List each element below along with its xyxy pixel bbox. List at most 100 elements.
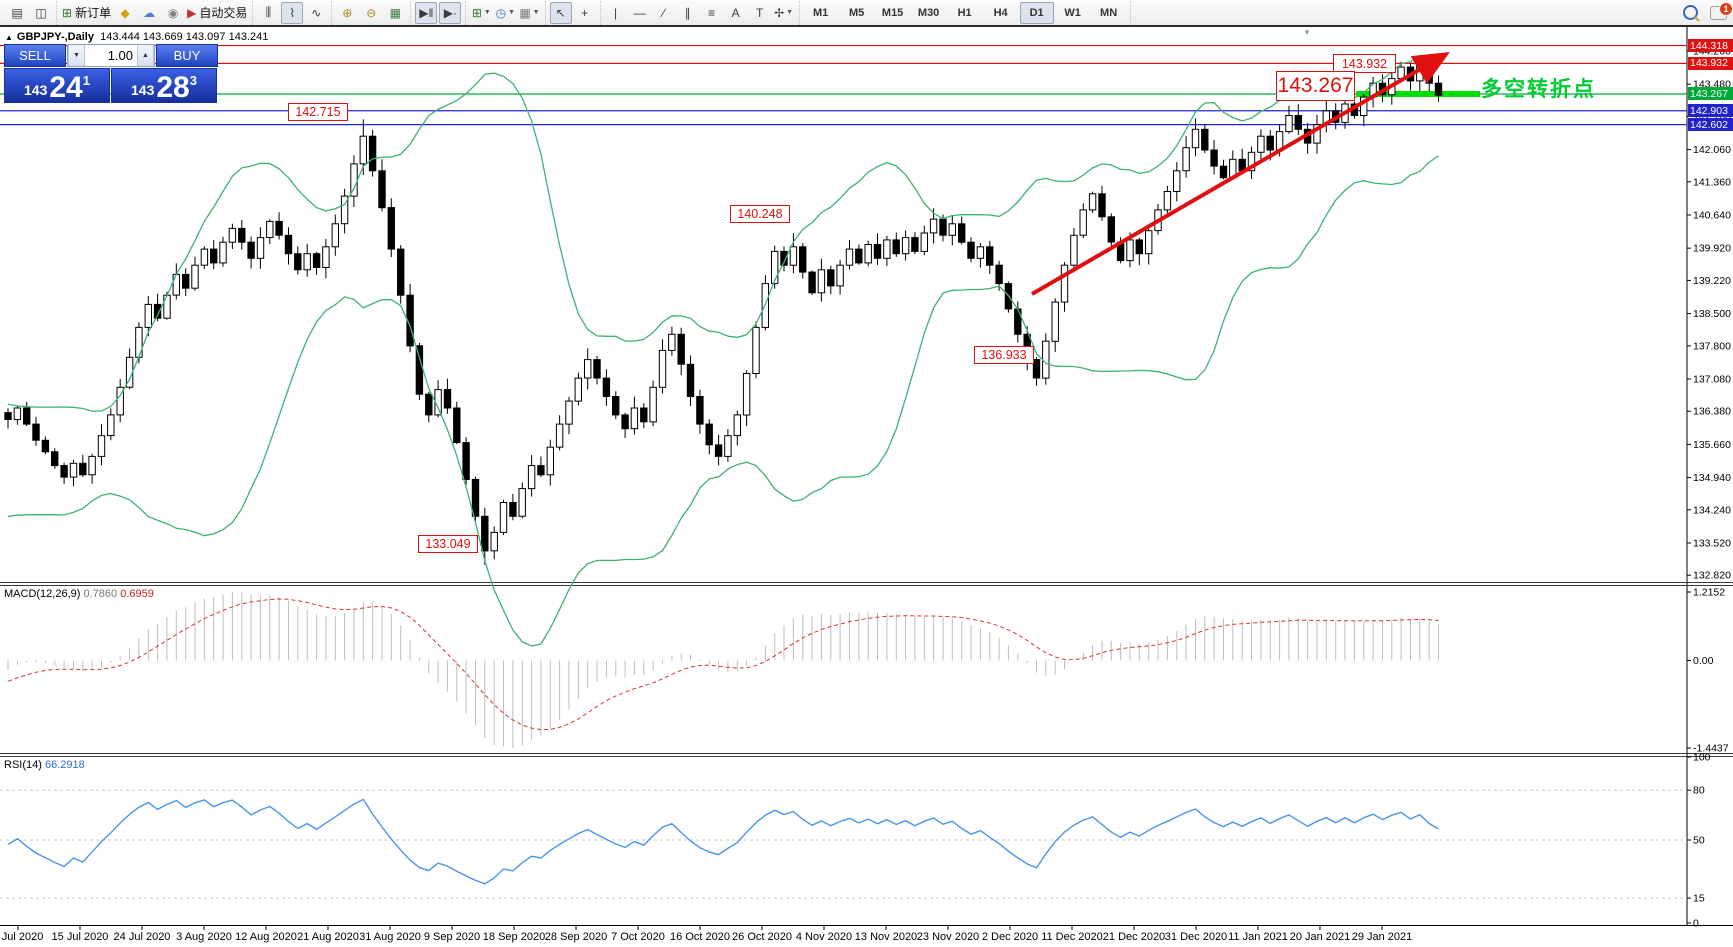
tf-m30-button[interactable]: M30 [917,6,940,19]
chart-shift-marker-icon[interactable]: ▼ [1303,28,1311,37]
time-axis-label: 12 Aug 2020 [235,931,297,943]
volume-input[interactable]: 1.00 [107,48,133,63]
shapes-icon[interactable]: ✢ ▼ [774,5,794,20]
toolbar-group: ↖ + [546,0,601,25]
tf-m5-button[interactable]: M5 [848,6,865,19]
tile-windows-icon[interactable]: ▦ [389,5,401,20]
sell-price-big-figure: 143 [24,82,48,98]
equidistant-channel-icon[interactable]: ∥ [684,5,691,20]
fibonacci-icon[interactable]: ≡ [708,5,716,20]
price-level-badge: 142.602 [1688,118,1733,132]
indicators-icon[interactable]: ⊞ ▼ [471,5,491,20]
indicators-dropdown-arrow[interactable]: ▼ [483,9,491,16]
time-axis-label: 9 Sep 2020 [424,931,480,943]
cursor-icon[interactable]: ↖ [549,1,572,24]
templates-icon[interactable]: ▦ ▼ [519,5,540,20]
rsi-axis-tick: 0 [1693,918,1699,930]
toolbar: ▤ ◫ ⊞ 新订单 ◆ ☁ ◉ ▶ 自动交易 ⫼ ⌇ ∿ ⊕ ⊖ ▦ ▶‖ ▶· ⊞ ▼ ◷ ▼ ▦ ▼ ↖ + | — ∕ ∥ ≡ A T ✢… [0,0,1733,25]
signals-icon[interactable]: ◉ [167,5,179,20]
rsi-axis-tick: 50 [1693,835,1705,847]
one-click-collapse-icon[interactable]: ▲ [5,33,13,42]
tf-h1-button[interactable]: H1 [957,6,972,19]
price-level-badge: 142.903 [1688,104,1733,118]
tf-w1-button[interactable]: W1 [1064,6,1081,19]
toolbar-group: ⊞ 新订单 ◆ ☁ ◉ ▶ 自动交易 [57,0,254,25]
macd-axis-tick: 1.2152 [1693,587,1725,599]
tf-m15-button[interactable]: M15 [881,6,904,19]
time-axis-label: 26 Oct 2020 [732,931,792,943]
mql5-community-icon[interactable]: ☁ [143,5,156,20]
macd-signal-value: 0.6959 [120,588,154,600]
time-axis-label: 11 Dec 2020 [1041,931,1103,943]
text-icon[interactable]: A [731,5,740,20]
shapes-dropdown-arrow[interactable]: ▼ [786,9,794,16]
tf-mn-button[interactable]: MN [1100,6,1118,19]
rsi-axis-tick: 15 [1693,893,1705,905]
sell-button[interactable]: SELL [4,44,66,67]
price-axis-tick: 138.500 [1693,308,1731,320]
time-axis-label: 3 Aug 2020 [176,931,232,943]
notifications-icon[interactable]: 1 [1710,1,1733,20]
vertical-line-icon[interactable]: | [614,5,618,20]
rsi-axis-tick: 80 [1693,785,1705,797]
metaeditor-icon[interactable]: ◆ [120,5,130,20]
trendline-icon[interactable]: ∕ [662,5,665,20]
tf-d1-button[interactable]: D1 [1019,1,1054,24]
time-axis-label: 21 Dec 2020 [1103,931,1165,943]
rsi-value: 66.2918 [44,759,85,771]
time-axis-label: 18 Sep 2020 [483,931,545,943]
crosshair-icon[interactable]: + [581,5,589,20]
buy-button[interactable]: BUY [156,44,218,67]
bar-chart-icon[interactable]: ⫼ [265,5,272,19]
candlestick-chart-icon[interactable]: ⌇ [281,1,304,24]
text-label-icon[interactable]: T [755,5,764,20]
price-axis-tick: 135.660 [1693,439,1731,451]
ohlc-open: 143.444 [100,31,140,43]
time-axis-label: 2 Dec 2020 [982,931,1038,943]
ohlc-high: 143.669 [142,31,183,43]
new-chart-icon[interactable]: ▤ [11,5,23,20]
periods-dropdown-arrow[interactable]: ▼ [508,9,516,16]
periods-icon[interactable]: ◷ ▼ [495,5,516,20]
notification-badge: 1 [1719,1,1733,16]
time-axis-label: 31 Dec 2020 [1165,931,1227,943]
price-axis-tick: 134.940 [1693,472,1731,484]
volume-decrease-button[interactable]: ▼ [68,45,85,66]
templates-dropdown-arrow[interactable]: ▼ [532,9,540,16]
time-axis-label: 31 Aug 2020 [359,931,421,943]
price-axis-tick: 132.820 [1693,570,1731,582]
price-axis-tick: 141.360 [1693,176,1731,188]
time-axis-label: 23 Nov 2020 [917,931,979,943]
search-icon[interactable] [1683,5,1698,20]
autotrading-icon[interactable]: ▶ 自动交易 [187,5,248,21]
line-chart-icon[interactable]: ∿ [311,5,322,20]
buy-price-display[interactable]: 143 28 3 [111,68,217,103]
price-callout: 143.267 [1276,71,1355,101]
toolbar-group: ⫼ ⌇ ∿ [253,0,333,25]
buy-price-pips: 28 [156,71,190,104]
chart-shift-icon[interactable]: ▶· [439,1,462,24]
price-level-badge: 143.932 [1688,56,1733,70]
tf-h4-button[interactable]: H4 [993,6,1008,19]
zoom-out-icon[interactable]: ⊖ [366,5,377,20]
price-callout: 140.248 [730,205,790,223]
volume-increase-button[interactable]: ▲ [137,45,154,66]
ohlc-close: 143.241 [228,31,269,43]
time-axis-label: 4 Nov 2020 [796,931,852,943]
new-order-icon[interactable]: ⊞ 新订单 [62,5,112,21]
price-axis-tick: 137.800 [1693,340,1731,352]
time-axis-label: 28 Sep 2020 [545,931,607,943]
auto-scroll-icon[interactable]: ▶‖ [415,1,438,24]
time-axis-label: 7 Oct 2020 [611,931,665,943]
tf-m1-button[interactable]: M1 [812,6,829,19]
time-axis-label: 29 Jan 2021 [1352,931,1413,943]
sell-price-pips: 24 [49,71,83,104]
profiles-icon[interactable]: ◫ [35,5,47,20]
horizontal-line-icon[interactable]: — [633,5,646,20]
zoom-in-icon[interactable]: ⊕ [342,5,353,20]
toolbar-group: ▤ ◫ [2,0,57,25]
sell-price-display[interactable]: 143 24 1 [4,68,110,103]
rsi-label: RSI(14) 66.2918 [4,759,85,771]
time-axis-label: 16 Oct 2020 [670,931,730,943]
